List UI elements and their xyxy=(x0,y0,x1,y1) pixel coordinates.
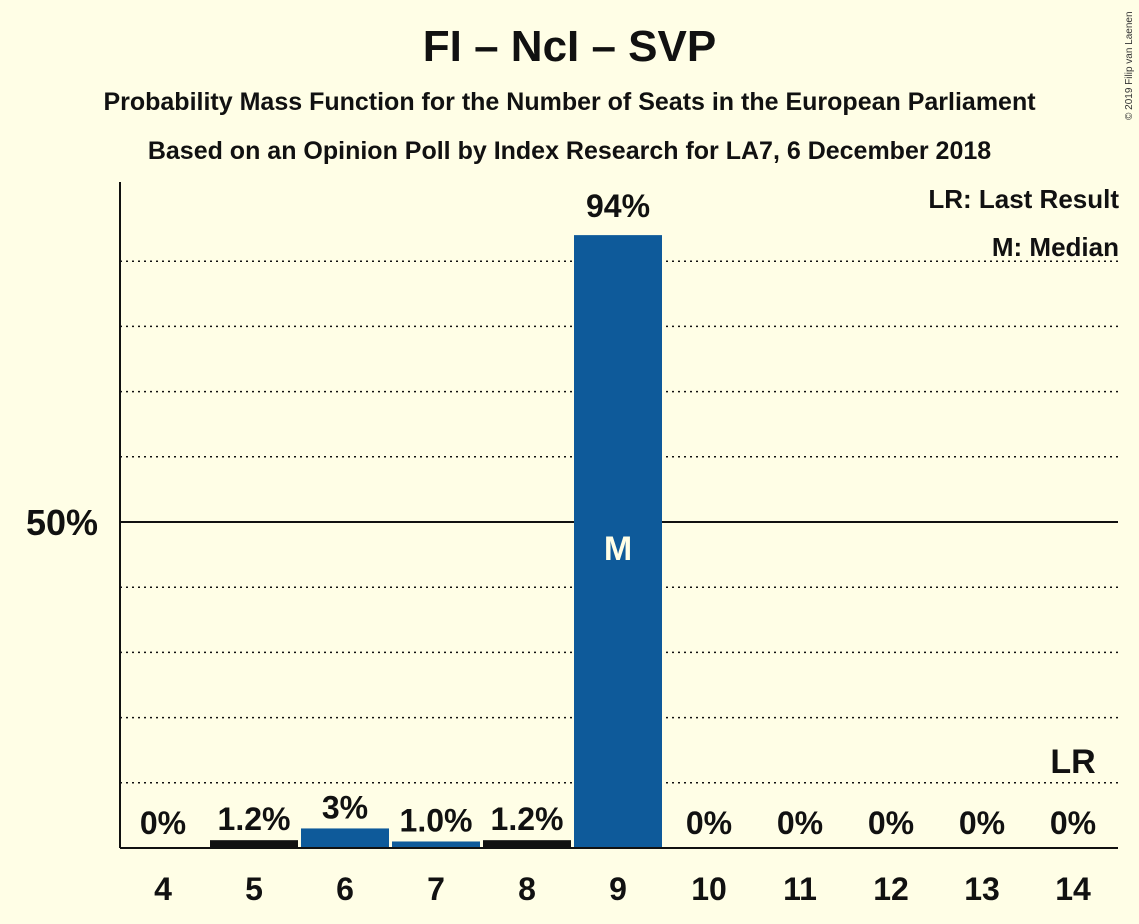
data-label-seat-5: 1.2% xyxy=(218,801,291,837)
bar-seat-6 xyxy=(301,828,389,848)
data-label-seat-13: 0% xyxy=(959,805,1005,841)
data-label-seat-11: 0% xyxy=(777,805,823,841)
x-tick-label-4: 4 xyxy=(154,871,172,907)
x-tick-label-9: 9 xyxy=(609,871,627,907)
data-label-seat-14: 0% xyxy=(1050,805,1096,841)
bar-seat-8 xyxy=(483,840,571,848)
data-label-seat-7: 1.0% xyxy=(400,802,473,838)
chart-subtitle-1: Probability Mass Function for the Number… xyxy=(103,88,1036,116)
x-tick-label-12: 12 xyxy=(873,871,909,907)
data-label-seat-10: 0% xyxy=(686,805,732,841)
y-tick-label: 50% xyxy=(26,502,98,543)
data-label-seat-12: 0% xyxy=(868,805,914,841)
x-tick-label-13: 13 xyxy=(964,871,1000,907)
x-tick-label-14: 14 xyxy=(1055,871,1091,907)
bar-seat-5 xyxy=(210,840,298,848)
data-label-seat-9: 94% xyxy=(586,188,650,224)
bar-seat-9 xyxy=(574,235,662,848)
x-tick-label-7: 7 xyxy=(427,871,445,907)
data-label-seat-8: 1.2% xyxy=(491,801,564,837)
legend-median: M: Median xyxy=(991,232,1119,262)
median-marker: M xyxy=(604,530,632,568)
x-tick-label-8: 8 xyxy=(518,871,536,907)
x-tick-label-6: 6 xyxy=(336,871,354,907)
x-tick-label-11: 11 xyxy=(783,871,817,907)
x-tick-label-10: 10 xyxy=(691,871,727,907)
x-tick-label-5: 5 xyxy=(245,871,263,907)
legend-last-result: LR: Last Result xyxy=(928,184,1119,214)
chart-title: FI – NcI – SVP xyxy=(422,22,717,71)
last-result-marker: LR xyxy=(1050,743,1095,781)
bar-seat-7 xyxy=(392,841,480,848)
data-label-seat-6: 3% xyxy=(322,789,368,825)
chart-subtitle-2: Based on an Opinion Poll by Index Resear… xyxy=(147,137,992,165)
data-label-seat-4: 0% xyxy=(140,805,186,841)
